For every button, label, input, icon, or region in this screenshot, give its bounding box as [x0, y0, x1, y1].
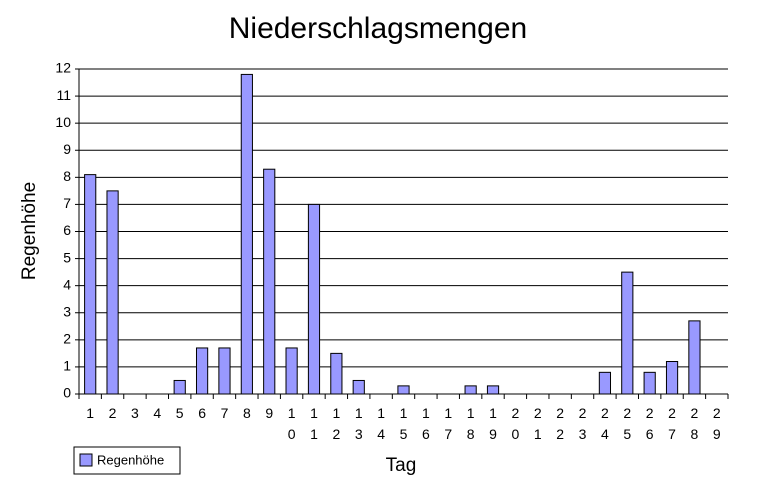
bar [621, 271, 634, 395]
bar [688, 320, 701, 395]
y-tick-label: 11 [56, 87, 71, 103]
x-tick-label: 3 [131, 405, 139, 421]
x-tick-label: 5 [176, 405, 184, 421]
y-tick-label: 1 [63, 358, 71, 374]
bar [665, 361, 679, 395]
y-tick-label: 2 [63, 331, 71, 347]
y-axis-label: Regenhöhe [19, 182, 40, 280]
chart-title: Niederschlagsmengen [229, 12, 528, 45]
bar [195, 347, 209, 395]
y-tick-label: 5 [63, 249, 71, 265]
bar [173, 379, 186, 395]
x-tick-label: 1 [86, 405, 94, 421]
bar [598, 371, 612, 395]
y-tick-label: 3 [63, 303, 71, 319]
y-tick-label: 9 [63, 141, 71, 157]
y-tick-label: 7 [63, 195, 71, 211]
y-tick-label: 4 [63, 276, 71, 292]
x-tick-label: 6 [198, 405, 206, 421]
y-tick-label: 0 [63, 385, 71, 401]
bar [106, 190, 119, 395]
bar [240, 73, 253, 395]
y-tick-label: 6 [63, 222, 71, 238]
bar [307, 203, 321, 395]
x-tick-label: 2 [109, 405, 117, 421]
bar [464, 385, 477, 395]
bar [486, 385, 500, 395]
x-axis-label: Tag [386, 455, 417, 476]
bar [643, 371, 656, 395]
y-tick-label: 12 [55, 60, 71, 76]
bar [397, 385, 410, 395]
x-tick-label: 7 [221, 405, 229, 421]
bar [285, 347, 298, 395]
bar [330, 352, 343, 395]
y-tick-label: 8 [63, 168, 71, 184]
legend-label: Regenhöhe [97, 452, 164, 467]
bar [84, 174, 97, 395]
legend-swatch [79, 453, 93, 467]
x-tick-label: 4 [153, 405, 161, 421]
bar [218, 347, 231, 395]
x-tick-label: 8 [243, 405, 251, 421]
bar [352, 379, 365, 395]
x-tick-label: 9 [265, 405, 273, 421]
bar [263, 168, 276, 395]
y-tick-label: 10 [55, 114, 71, 130]
